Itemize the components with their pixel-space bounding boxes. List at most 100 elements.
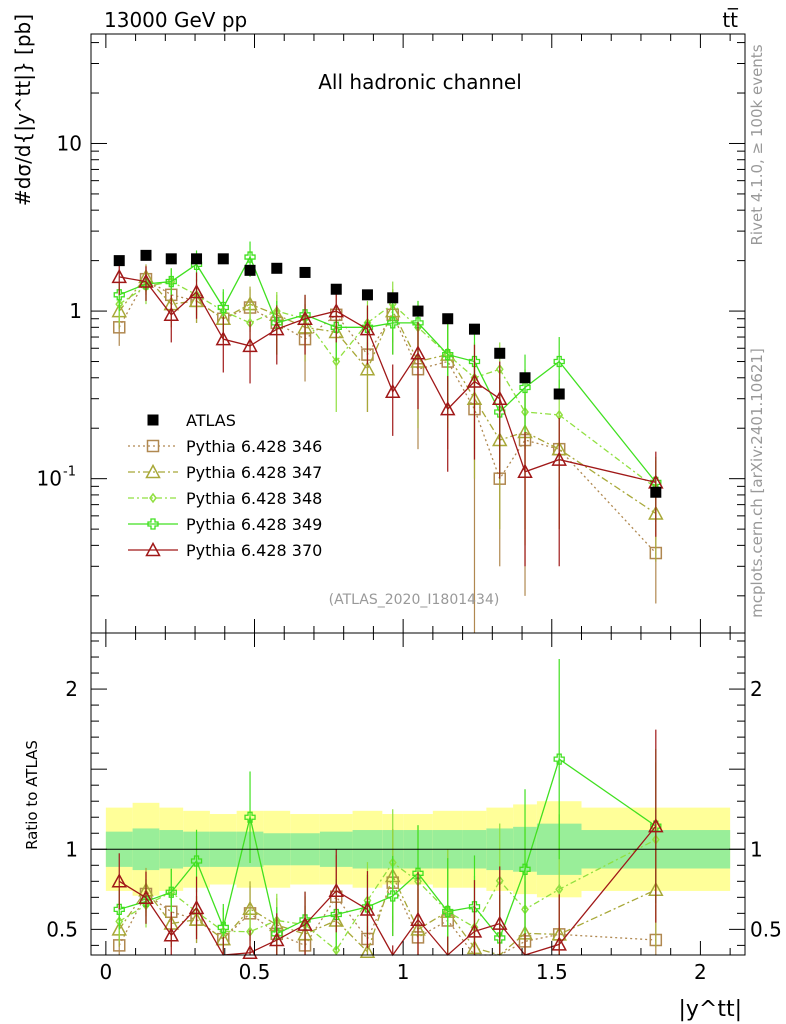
series-point <box>494 406 506 418</box>
y-tick-label: 10 <box>37 467 62 491</box>
ratio-point <box>328 882 345 898</box>
series-point <box>553 355 565 368</box>
data-point <box>519 372 531 384</box>
data-point <box>217 253 229 265</box>
legend-entry: Pythia 6.428 348 <box>128 489 322 508</box>
data-point <box>412 305 424 317</box>
series-ratio-line <box>119 758 657 940</box>
series-line <box>119 276 656 484</box>
ratio-point <box>242 944 258 959</box>
x-tick-label: 0.5 <box>239 960 271 984</box>
ratio-point <box>442 905 454 918</box>
ratio-point <box>217 921 229 934</box>
legend-marker <box>149 492 157 504</box>
ratio-tick-label-left: 2 <box>65 677 78 701</box>
series-point <box>111 268 128 284</box>
series-point <box>297 310 313 325</box>
data-point <box>387 292 399 304</box>
ratio-point <box>387 890 399 902</box>
ratio-point <box>299 914 311 926</box>
data-point <box>165 253 177 265</box>
ratio-point <box>269 931 285 947</box>
series-point <box>359 321 376 336</box>
series-point <box>517 463 533 478</box>
series-point <box>328 303 345 318</box>
series-point <box>410 345 426 360</box>
legend-label: Pythia 6.428 348 <box>186 489 322 508</box>
legend-entry: Pythia 6.428 370 <box>128 541 322 560</box>
data-point <box>191 253 203 265</box>
series-point <box>387 317 399 329</box>
data-point <box>271 262 283 274</box>
ratio-point <box>412 867 424 879</box>
data-point <box>650 486 662 498</box>
legend-entry: Pythia 6.428 346 <box>128 437 322 456</box>
source-label: mcplots.cern.ch [arXiv:2401.10621] <box>748 348 766 618</box>
ratio-point <box>332 944 341 956</box>
data-point <box>140 249 152 261</box>
series-point <box>468 355 481 368</box>
legend-label: Pythia 6.428 346 <box>186 437 322 456</box>
ratio-point <box>330 908 342 921</box>
x-tick-label: 2 <box>694 960 707 984</box>
process-label: tt̅ <box>722 7 739 32</box>
series-point <box>332 356 341 367</box>
series-line <box>118 255 657 483</box>
ratio-tick-label-left: 0.5 <box>46 917 78 941</box>
legend-label: ATLAS <box>186 411 236 430</box>
rivet-label: Rivet 4.1.0, ≥ 100k events <box>748 44 766 245</box>
series-line <box>118 280 657 489</box>
data-point <box>299 266 311 278</box>
series-point <box>244 251 256 263</box>
series-point <box>551 451 567 466</box>
series-point <box>113 289 125 301</box>
ratio-point <box>359 943 376 959</box>
series-point <box>163 306 180 322</box>
series-point <box>442 348 454 361</box>
ratio-tick-label-right: 0.5 <box>750 917 782 941</box>
ratio-point <box>244 811 256 823</box>
ratio-point <box>648 818 664 833</box>
ratio-point <box>468 901 481 913</box>
data-point <box>442 313 454 325</box>
ratio-point <box>297 916 313 931</box>
series-point <box>439 401 456 416</box>
data-point <box>494 347 506 359</box>
ratio-point <box>359 901 376 916</box>
legend-marker <box>145 463 161 479</box>
ratio-tick-label-left: 1 <box>65 837 78 861</box>
series-point <box>491 390 508 405</box>
legend: ATLAS Pythia 6.428 346 Pythia 6.428 347 Pyt… <box>128 411 322 560</box>
ratio-point <box>113 903 125 915</box>
series-point <box>188 283 205 299</box>
ratio-point <box>188 899 205 915</box>
ratio-point <box>165 886 177 898</box>
ratio-point <box>410 911 426 927</box>
series-point <box>412 317 424 329</box>
series-point <box>217 301 229 314</box>
y-tick-exponent: -1 <box>63 465 76 480</box>
legend-entry: ATLAS <box>147 411 236 430</box>
series-ratio-line <box>118 881 656 956</box>
series-point <box>269 321 285 336</box>
ratio-point <box>190 855 203 867</box>
legend-entry: Pythia 6.428 349 <box>128 515 322 534</box>
ratio-axis-label: Ratio to ATLAS <box>23 740 41 850</box>
ratio-point <box>163 927 180 942</box>
analysis-id: (ATLAS_2020_I1801434) <box>329 592 500 608</box>
series-point <box>215 331 232 346</box>
data-point <box>330 283 342 295</box>
ratio-point <box>519 863 531 875</box>
ratio-tick-label-right: 1 <box>750 837 763 861</box>
ratio-point <box>551 936 567 951</box>
x-axis-label: |y^tt| <box>678 997 742 1022</box>
series-point <box>138 273 154 288</box>
series-point <box>519 381 531 394</box>
series-point <box>330 321 342 333</box>
data-point <box>113 255 125 267</box>
data-point <box>361 289 373 301</box>
y-tick-label: 10 <box>57 131 82 155</box>
series-point <box>359 361 376 376</box>
legend-marker <box>147 518 159 530</box>
